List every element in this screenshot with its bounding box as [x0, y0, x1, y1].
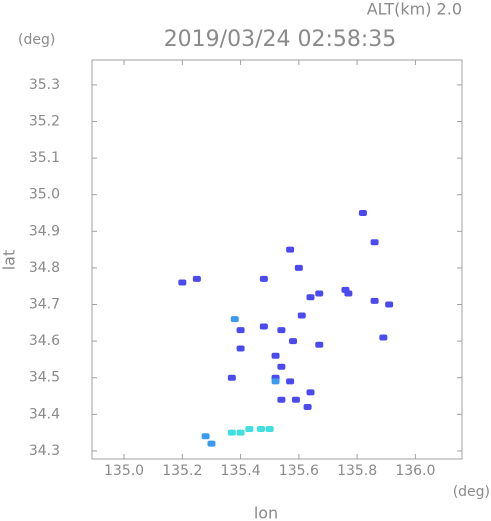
y-tick-label: 34.7 [29, 297, 60, 313]
x-tick-label: 136.0 [395, 463, 435, 479]
echo [291, 396, 300, 403]
echo [236, 327, 245, 334]
y-tick-label: 35.3 [29, 77, 60, 93]
y-tick-label: 35.1 [29, 150, 60, 166]
echo [259, 323, 268, 330]
x-tick-label: 135.0 [104, 463, 144, 479]
subtitle: ALT(km) 2.0 [367, 0, 462, 19]
echo [306, 294, 315, 301]
echo [236, 429, 245, 436]
y-tick-label: 34.8 [29, 260, 60, 276]
echo [385, 301, 394, 308]
echo [379, 334, 388, 341]
y-unit: (deg) [18, 32, 55, 48]
echo [315, 341, 324, 348]
echo [370, 297, 379, 304]
echo [271, 378, 280, 385]
echo [259, 275, 268, 282]
y-tick-label: 34.9 [29, 223, 60, 239]
echo [303, 404, 312, 411]
y-tick-label: 35.0 [29, 187, 60, 203]
echo [286, 378, 295, 385]
y-tick-label: 34.5 [29, 370, 60, 386]
echo [344, 290, 353, 297]
echo [201, 433, 210, 440]
x-tick-label: 135.8 [337, 463, 377, 479]
echo [277, 363, 286, 370]
echo [294, 264, 303, 271]
echo [265, 425, 274, 432]
x-unit: (deg) [453, 484, 490, 500]
echo [286, 246, 295, 253]
x-tick-label: 135.4 [221, 463, 261, 479]
echo [236, 345, 245, 352]
x-tick-label: 135.2 [162, 463, 202, 479]
echo [315, 290, 324, 297]
echo [192, 275, 201, 282]
echo [277, 396, 286, 403]
x-tick-label: 135.6 [279, 463, 319, 479]
echo [245, 425, 254, 432]
y-tick-label: 35.2 [29, 113, 60, 129]
echo [289, 338, 298, 345]
y-axis-label: lat [0, 250, 19, 271]
echo [358, 210, 367, 217]
echo [227, 374, 236, 381]
echo [256, 425, 265, 432]
plot-frame [91, 59, 463, 460]
y-tick-label: 34.6 [29, 333, 60, 349]
echo [207, 440, 216, 447]
echo [230, 316, 239, 323]
y-tick-label: 34.4 [29, 406, 60, 422]
echo [227, 429, 236, 436]
echo [271, 352, 280, 359]
echo [297, 312, 306, 319]
echo [277, 327, 286, 334]
x-axis-label: lon [254, 504, 278, 521]
chart-title: 2019/03/24 02:58:35 [164, 27, 397, 52]
echo [178, 279, 187, 286]
echo [306, 389, 315, 396]
y-tick-label: 34.3 [29, 443, 60, 459]
echo [370, 239, 379, 246]
